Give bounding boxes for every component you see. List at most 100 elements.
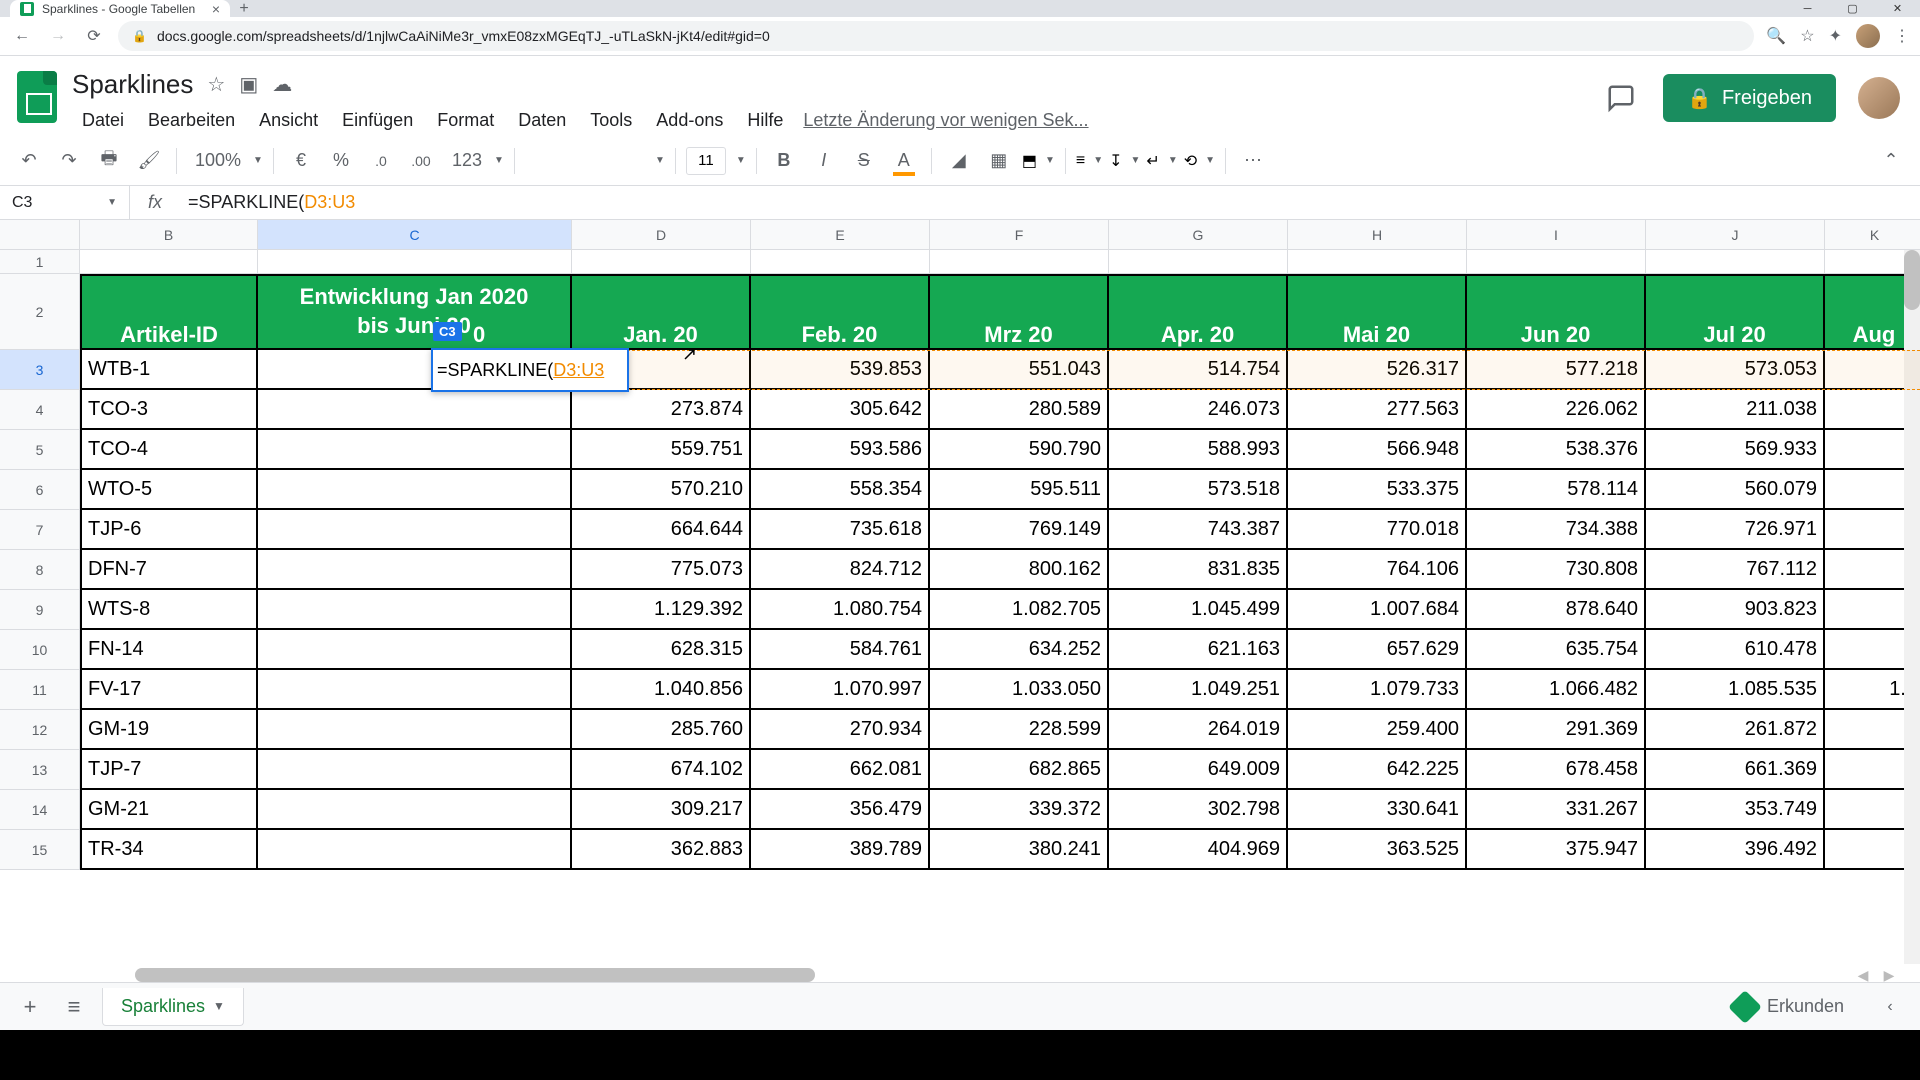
more-toolbar-icon[interactable]: ⋯ [1236, 144, 1270, 178]
cell-value[interactable]: 767.112 [1646, 550, 1825, 590]
zoom-icon[interactable]: 🔍 [1766, 26, 1786, 46]
cell-id[interactable]: WTO-5 [80, 470, 258, 510]
cell-value[interactable]: 769.149 [930, 510, 1109, 550]
cell-value[interactable]: 353.749 [1646, 790, 1825, 830]
paint-format-icon[interactable]: 🖌 [132, 144, 166, 178]
cell-value[interactable]: 533.375 [1288, 470, 1467, 510]
browser-tab[interactable]: Sparklines - Google Tabellen × [10, 0, 230, 17]
cell-value[interactable]: 1.082.705 [930, 590, 1109, 630]
cell-id[interactable]: DFN-7 [80, 550, 258, 590]
cell-value[interactable]: 285.760 [572, 710, 751, 750]
window-minimize-icon[interactable]: ─ [1785, 0, 1830, 17]
explore-button[interactable]: Erkunden [1733, 995, 1844, 1019]
column-header-D[interactable]: D [572, 220, 751, 250]
nav-reload-icon[interactable]: ⟳ [82, 24, 106, 48]
cell-value[interactable]: 551.043 [930, 350, 1109, 390]
scroll-right-icon[interactable]: ▶ [1878, 964, 1900, 986]
cell-value[interactable]: 330.641 [1288, 790, 1467, 830]
cell-sparkline[interactable] [258, 710, 572, 750]
cell-value[interactable]: 539.853 [751, 350, 930, 390]
cell-value[interactable]: 764.106 [1288, 550, 1467, 590]
cell-value[interactable]: 610.478 [1646, 630, 1825, 670]
cell-value[interactable]: 259.400 [1288, 710, 1467, 750]
cell-sparkline[interactable] [258, 630, 572, 670]
cell-value[interactable]: 734.388 [1467, 510, 1646, 550]
row-header-8[interactable]: 8 [0, 550, 80, 590]
profile-avatar-icon[interactable] [1856, 24, 1880, 48]
zoom-dropdown[interactable]: 100%▼ [187, 150, 263, 171]
row-header-9[interactable]: 9 [0, 590, 80, 630]
cell-value[interactable]: 678.458 [1467, 750, 1646, 790]
cell-value[interactable]: 514.754 [1109, 350, 1288, 390]
cell-value[interactable]: 1.066.482 [1467, 670, 1646, 710]
cell-value[interactable]: 396.492 [1646, 830, 1825, 870]
cell-value[interactable]: 573.053 [1646, 350, 1825, 390]
cell-value[interactable]: 730.808 [1467, 550, 1646, 590]
row-header-2[interactable]: 2 [0, 274, 80, 350]
cell-value[interactable]: 628.315 [572, 630, 751, 670]
cell-value[interactable]: 578.114 [1467, 470, 1646, 510]
rotate-button[interactable]: ⟲▼ [1184, 151, 1215, 171]
cell-value[interactable]: 380.241 [930, 830, 1109, 870]
cell-value[interactable]: 339.372 [930, 790, 1109, 830]
cell-value[interactable]: 526.317 [1288, 350, 1467, 390]
new-tab-button[interactable]: + [230, 0, 258, 17]
cell-value[interactable]: 226.062 [1467, 390, 1646, 430]
column-header-I[interactable]: I [1467, 220, 1646, 250]
cell-value[interactable]: 228.599 [930, 710, 1109, 750]
cell-value[interactable]: 559.751 [572, 430, 751, 470]
italic-button[interactable]: I [807, 144, 841, 178]
cell-sparkline[interactable] [258, 830, 572, 870]
cell-value[interactable]: 903.823 [1646, 590, 1825, 630]
cell-id[interactable]: TR-34 [80, 830, 258, 870]
name-box[interactable]: C3 ▼ [0, 186, 130, 219]
cell-value[interactable]: 662.081 [751, 750, 930, 790]
side-panel-toggle-icon[interactable]: ‹ [1874, 991, 1906, 1023]
document-title[interactable]: Sparklines [72, 69, 193, 100]
column-header-E[interactable]: E [751, 220, 930, 250]
cell-value[interactable]: 1.079.733 [1288, 670, 1467, 710]
cell-value[interactable]: 261.872 [1646, 710, 1825, 750]
cell-value[interactable]: 770.018 [1288, 510, 1467, 550]
star-icon[interactable]: ☆ [1800, 26, 1814, 46]
cell-value[interactable]: 590.790 [930, 430, 1109, 470]
cell-value[interactable]: 362.883 [572, 830, 751, 870]
cell-value[interactable]: 404.969 [1109, 830, 1288, 870]
decrease-decimal-button[interactable]: .0 [364, 144, 398, 178]
cell-value[interactable]: 305.642 [751, 390, 930, 430]
tab-close-icon[interactable]: × [212, 1, 220, 17]
menu-tools[interactable]: Tools [580, 106, 642, 135]
wrap-button[interactable]: ↵▼ [1146, 151, 1177, 171]
cell-value[interactable]: 824.712 [751, 550, 930, 590]
cell-value[interactable]: 1.033.050 [930, 670, 1109, 710]
cell-value[interactable]: 635.754 [1467, 630, 1646, 670]
address-bar[interactable]: 🔒 docs.google.com/spreadsheets/d/1njlwCa… [118, 21, 1754, 51]
menu-ansicht[interactable]: Ansicht [249, 106, 328, 135]
cell-value[interactable]: 661.369 [1646, 750, 1825, 790]
cell-value[interactable]: 1.080.754 [751, 590, 930, 630]
row-header-6[interactable]: 6 [0, 470, 80, 510]
formula-bar[interactable]: =SPARKLINE(D3:U3 [180, 192, 1920, 213]
text-color-button[interactable]: A [887, 144, 921, 178]
star-doc-icon[interactable]: ☆ [207, 72, 225, 97]
borders-button[interactable]: ▦ [982, 144, 1016, 178]
cell-value[interactable]: 1.040.856 [572, 670, 751, 710]
cell-value[interactable]: 573.518 [1109, 470, 1288, 510]
column-header-G[interactable]: G [1109, 220, 1288, 250]
column-header-F[interactable]: F [930, 220, 1109, 250]
horizontal-scrollbar[interactable] [135, 968, 815, 982]
cell-value[interactable]: 558.354 [751, 470, 930, 510]
last-edit-link[interactable]: Letzte Änderung vor wenigen Sek... [803, 110, 1088, 131]
extensions-icon[interactable]: ✦ [1829, 26, 1842, 46]
cell-value[interactable]: 270.934 [751, 710, 930, 750]
cell-value[interactable]: 682.865 [930, 750, 1109, 790]
strikethrough-button[interactable]: S [847, 144, 881, 178]
cell-value[interactable]: 726.971 [1646, 510, 1825, 550]
halign-button[interactable]: ≡▼ [1076, 152, 1103, 170]
row-header-4[interactable]: 4 [0, 390, 80, 430]
cell-value[interactable]: 642.225 [1288, 750, 1467, 790]
currency-button[interactable]: € [284, 144, 318, 178]
cell-value[interactable]: 664.644 [572, 510, 751, 550]
menu-einfügen[interactable]: Einfügen [332, 106, 423, 135]
cell-value[interactable]: 1.049.251 [1109, 670, 1288, 710]
